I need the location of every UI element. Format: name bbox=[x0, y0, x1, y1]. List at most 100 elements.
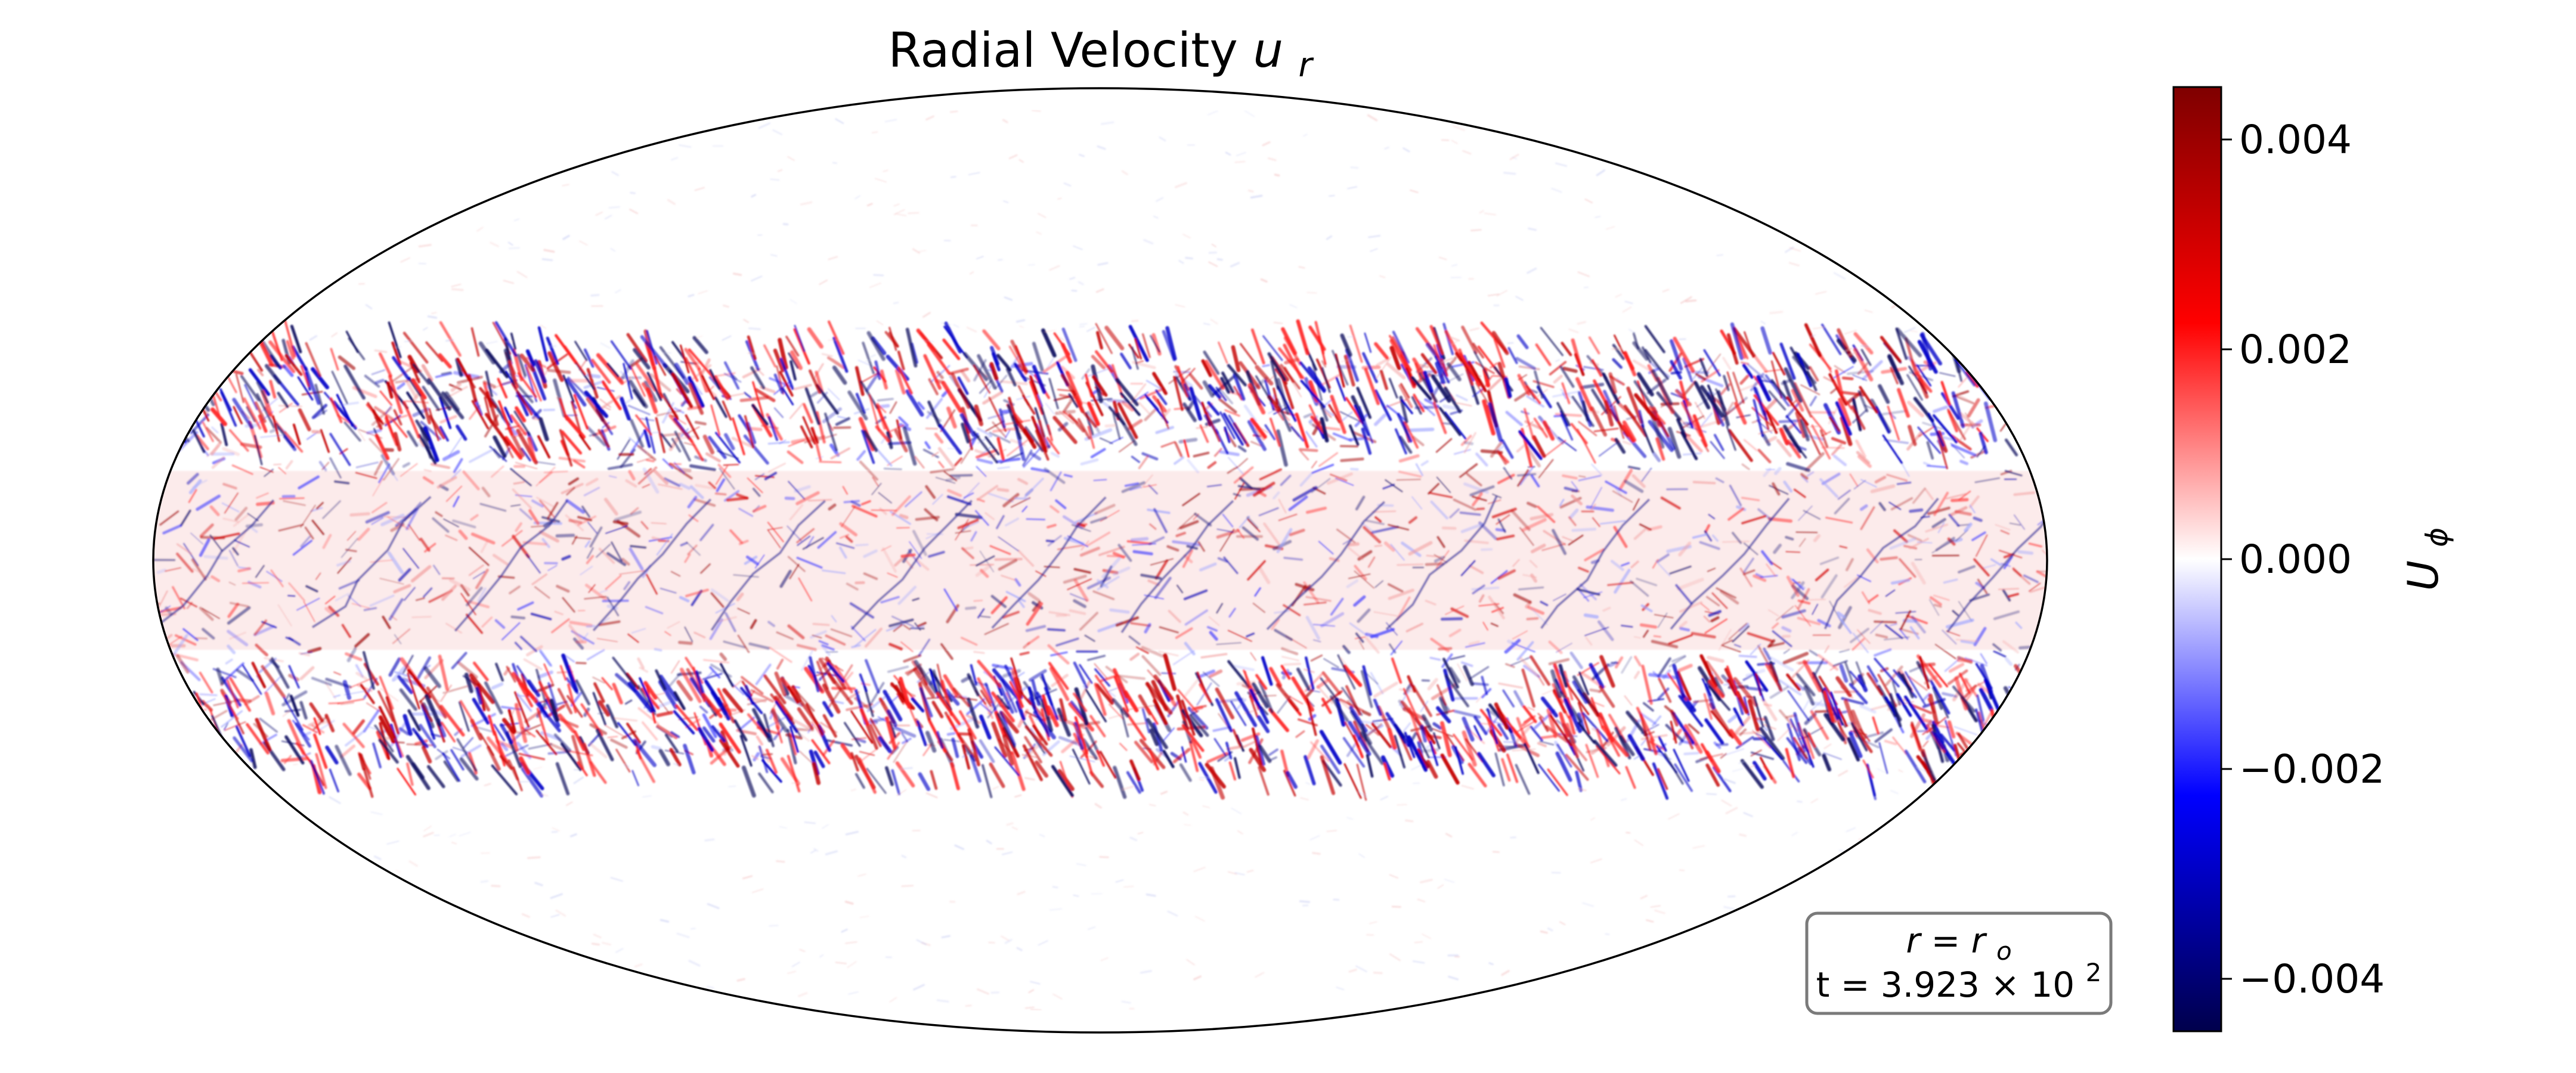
velocity-streak bbox=[284, 735, 305, 765]
velocity-streak bbox=[201, 628, 215, 640]
velocity-streak bbox=[943, 674, 959, 697]
velocity-streak bbox=[810, 427, 819, 444]
velocity-streak bbox=[1320, 612, 1345, 628]
velocity-streak bbox=[1559, 921, 1566, 925]
velocity-streak bbox=[1401, 541, 1422, 557]
velocity-streak bbox=[186, 472, 200, 485]
velocity-streak bbox=[1477, 752, 1496, 778]
velocity-streak bbox=[663, 477, 681, 488]
velocity-streak bbox=[1787, 690, 1810, 721]
velocity-streak bbox=[329, 768, 340, 793]
velocity-streak bbox=[1522, 705, 1537, 723]
velocity-streak bbox=[1240, 740, 1257, 749]
velocity-streak bbox=[2009, 522, 2021, 526]
velocity-streak bbox=[465, 586, 483, 607]
velocity-streak bbox=[995, 514, 1005, 529]
velocity-streak bbox=[1330, 395, 1346, 435]
velocity-streak bbox=[162, 524, 182, 535]
velocity-streak bbox=[168, 444, 175, 453]
velocity-streak bbox=[1280, 647, 1299, 656]
velocity-streak bbox=[393, 584, 411, 594]
velocity-streak bbox=[738, 539, 749, 545]
velocity-streak bbox=[565, 378, 587, 407]
velocity-streak bbox=[172, 441, 181, 449]
velocity-streak bbox=[1215, 687, 1235, 720]
velocity-streak bbox=[1068, 702, 1095, 732]
velocity-streak bbox=[202, 754, 215, 776]
velocity-streak bbox=[634, 963, 643, 968]
velocity-streak bbox=[1568, 534, 1584, 546]
velocity-streak bbox=[1837, 611, 1846, 619]
velocity-streak bbox=[1593, 739, 1618, 767]
velocity-streak bbox=[1225, 151, 1231, 156]
vortex-filament bbox=[1385, 495, 1498, 631]
velocity-streak bbox=[1436, 476, 1451, 494]
velocity-streak bbox=[1193, 975, 1202, 981]
velocity-streak bbox=[1398, 384, 1413, 408]
velocity-streak bbox=[1801, 736, 1815, 768]
velocity-streak bbox=[1394, 428, 1407, 455]
velocity-streak bbox=[1823, 752, 1842, 760]
velocity-streak bbox=[956, 518, 979, 530]
velocity-streak bbox=[998, 259, 1003, 261]
velocity-streak bbox=[1408, 707, 1422, 743]
velocity-streak bbox=[543, 470, 568, 474]
velocity-streak bbox=[1757, 448, 1772, 464]
velocity-streak bbox=[1857, 390, 1869, 413]
velocity-streak bbox=[1079, 546, 1101, 557]
velocity-streak bbox=[481, 616, 493, 628]
velocity-streak bbox=[709, 369, 721, 390]
velocity-streak bbox=[171, 586, 186, 610]
velocity-streak bbox=[373, 460, 383, 476]
velocity-streak bbox=[261, 665, 286, 699]
velocity-streak bbox=[1582, 712, 1609, 743]
velocity-streak bbox=[1895, 610, 1916, 614]
velocity-streak bbox=[1002, 610, 1020, 619]
velocity-streak bbox=[1895, 327, 1908, 360]
velocity-streak bbox=[1061, 327, 1078, 362]
velocity-streak bbox=[1690, 631, 1717, 639]
velocity-streak bbox=[1022, 395, 1036, 415]
velocity-streak bbox=[586, 425, 606, 446]
velocity-streak bbox=[2013, 514, 2026, 530]
velocity-streak bbox=[221, 502, 240, 513]
velocity-streak bbox=[980, 703, 992, 714]
velocity-streak bbox=[776, 631, 794, 640]
velocity-streak bbox=[886, 709, 898, 727]
velocity-streak bbox=[946, 489, 962, 498]
velocity-streak bbox=[710, 588, 729, 602]
velocity-streak bbox=[1897, 387, 1910, 418]
velocity-streak bbox=[788, 352, 799, 369]
velocity-streak bbox=[1388, 377, 1398, 399]
velocity-streak bbox=[569, 833, 577, 838]
velocity-streak bbox=[388, 657, 401, 677]
velocity-streak bbox=[1146, 718, 1168, 749]
velocity-streak bbox=[1852, 638, 1865, 651]
velocity-streak bbox=[1888, 501, 1902, 510]
velocity-streak bbox=[918, 638, 931, 657]
velocity-streak bbox=[970, 664, 978, 686]
velocity-streak bbox=[159, 395, 177, 424]
velocity-streak bbox=[1728, 622, 1748, 640]
velocity-streak bbox=[1079, 680, 1091, 701]
velocity-streak bbox=[1837, 489, 1852, 500]
velocity-streak bbox=[1954, 358, 1976, 387]
velocity-streak bbox=[1412, 357, 1427, 379]
velocity-streak bbox=[300, 365, 310, 387]
velocity-streak bbox=[519, 508, 533, 521]
velocity-streak bbox=[1303, 413, 1313, 418]
velocity-streak bbox=[1550, 669, 1562, 699]
velocity-streak bbox=[1361, 427, 1372, 455]
velocity-streak bbox=[422, 476, 435, 485]
velocity-streak bbox=[1828, 416, 1841, 432]
velocity-streak bbox=[822, 683, 841, 714]
velocity-streak bbox=[500, 742, 509, 752]
velocity-streak bbox=[656, 724, 678, 739]
velocity-streak bbox=[688, 348, 716, 380]
velocity-streak bbox=[1217, 557, 1228, 563]
velocity-streak bbox=[457, 660, 478, 679]
velocity-streak bbox=[1440, 753, 1460, 785]
velocity-streak bbox=[889, 401, 897, 414]
velocity-streak bbox=[936, 371, 944, 380]
velocity-streak bbox=[523, 724, 541, 733]
